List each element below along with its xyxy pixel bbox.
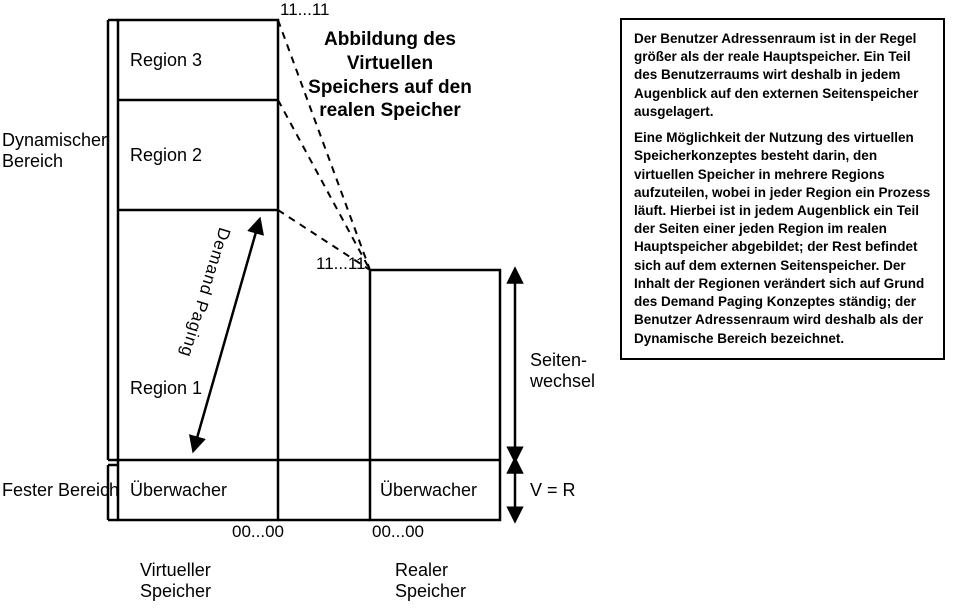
explanation-paragraph-2: Eine Möglichkeit der Nutzung des virtuel… (634, 129, 931, 348)
real-caption: Realer Speicher (395, 560, 466, 602)
diagram-title: Abbildung des Virtuellen Speichers auf d… (300, 28, 480, 123)
real-bottom-address: 00...00 (372, 522, 424, 542)
region-2-label: Region 2 (130, 145, 202, 166)
real-ueberwacher-label: Überwacher (380, 480, 477, 501)
region-1-label: Region 1 (130, 378, 202, 399)
real-top-address: 11...11 (316, 254, 365, 274)
region-3-label: Region 3 (130, 50, 202, 71)
explanation-box: Der Benutzer Adressenraum ist in der Reg… (620, 18, 945, 360)
explanation-paragraph-1: Der Benutzer Adressenraum ist in der Reg… (634, 30, 931, 121)
label-dynamischer-bereich: Dynamischer Bereich (2, 130, 107, 172)
virt-bottom-address: 00...00 (232, 522, 284, 542)
label-fester-bereich: Fester Bereich (2, 480, 119, 501)
virt-top-address: 11...11 (280, 0, 329, 20)
v-eq-r-label: V = R (530, 480, 576, 501)
seitenwechsel-label: Seiten- wechsel (530, 350, 595, 392)
virt-caption: Virtueller Speicher (140, 560, 211, 602)
virt-ueberwacher-label: Überwacher (130, 480, 227, 501)
diagram-root: Abbildung des Virtuellen Speichers auf d… (0, 0, 960, 614)
